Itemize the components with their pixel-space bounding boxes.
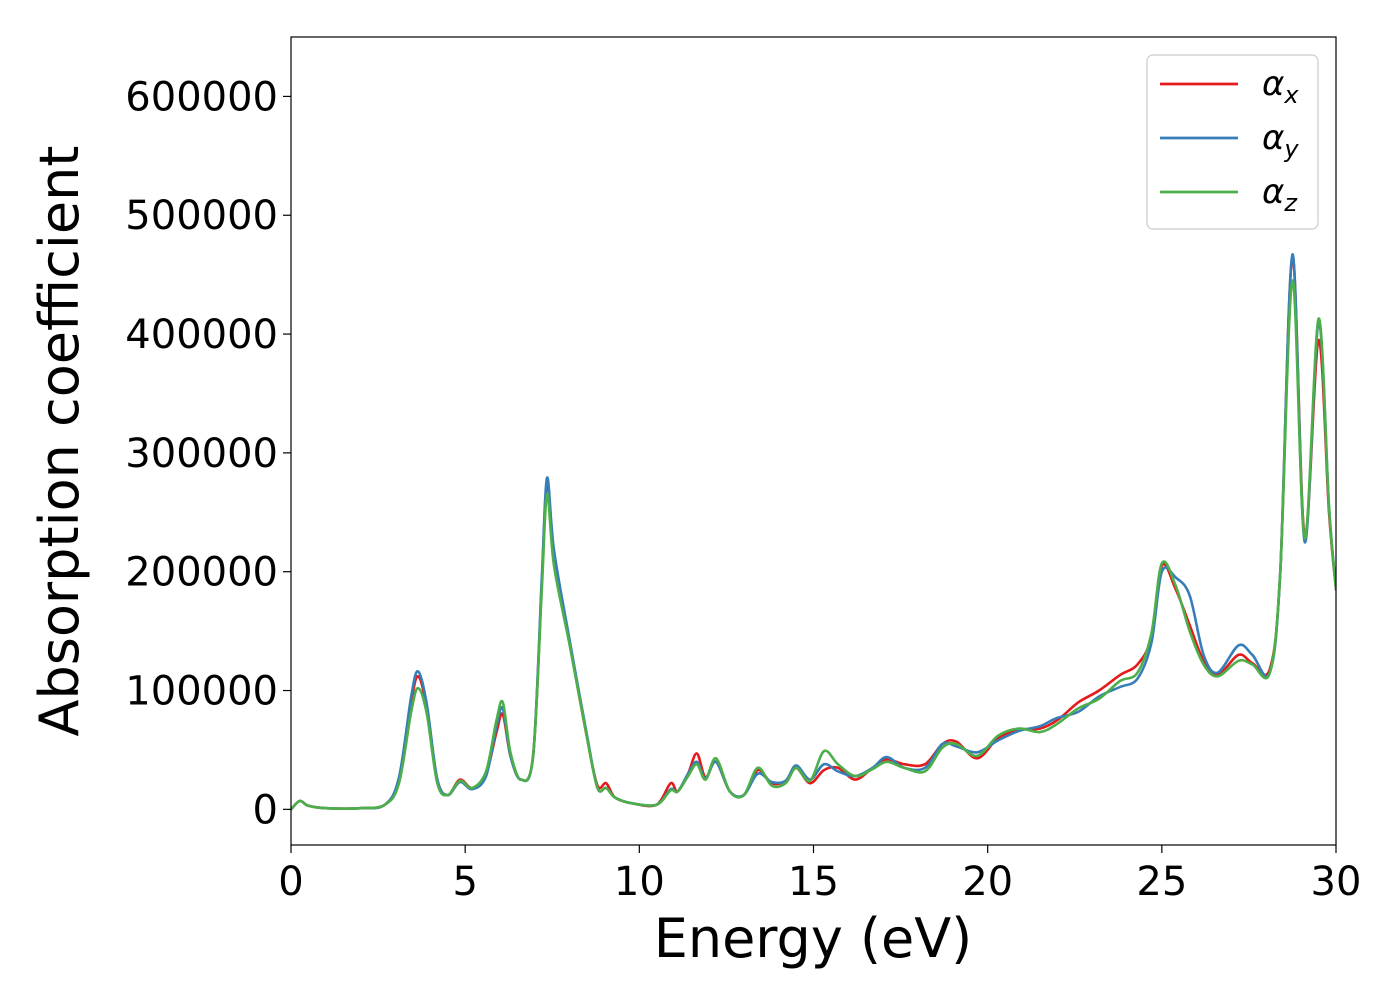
x-axis-title: Energy (eV) bbox=[654, 907, 973, 970]
y-axis-ticks: 0 100000 200000 300000 400000 500000 600000 bbox=[125, 74, 291, 833]
legend-label-z: αz bbox=[1262, 172, 1298, 217]
y-tick-label: 600000 bbox=[125, 74, 278, 120]
x-tick-label: 15 bbox=[788, 859, 839, 905]
legend-frame bbox=[1146, 54, 1319, 230]
legend-label-y: αy bbox=[1262, 118, 1299, 163]
x-tick-label: 10 bbox=[614, 859, 665, 905]
x-tick-label: 20 bbox=[962, 859, 1013, 905]
series-line-x bbox=[291, 255, 1336, 811]
y-tick-label: 400000 bbox=[125, 312, 278, 358]
y-tick-label: 500000 bbox=[125, 193, 278, 239]
y-tick-label: 0 bbox=[253, 787, 278, 833]
series-line-y bbox=[291, 253, 1336, 811]
y-tick-label: 200000 bbox=[125, 550, 278, 596]
legend-label-x: αx bbox=[1262, 64, 1299, 109]
y-axis-title: Absorption coefficient bbox=[28, 146, 91, 737]
y-tick-label: 300000 bbox=[125, 431, 278, 477]
x-tick-label: 30 bbox=[1311, 859, 1362, 905]
legend: αx αy αz bbox=[1146, 54, 1319, 230]
series-line-z bbox=[291, 279, 1336, 811]
x-axis-ticks: 0 5 10 15 20 25 30 bbox=[278, 845, 1361, 905]
series-layer bbox=[291, 253, 1336, 811]
x-tick-label: 0 bbox=[278, 859, 303, 905]
y-tick-label: 100000 bbox=[125, 669, 278, 715]
x-tick-label: 25 bbox=[1136, 859, 1187, 905]
x-tick-label: 5 bbox=[452, 859, 477, 905]
